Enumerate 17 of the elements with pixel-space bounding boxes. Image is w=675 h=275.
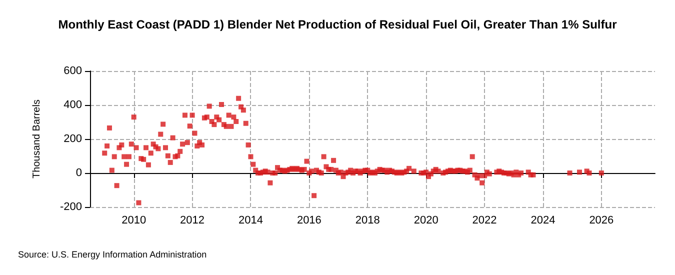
y-axis-title: Thousand Barrels [32, 100, 42, 178]
y-tick-label: -200 [60, 201, 82, 213]
x-tick-label: 2010 [122, 214, 146, 226]
x-tick-label: 2020 [414, 214, 438, 226]
x-tick-label: 2024 [530, 214, 556, 226]
x-tick-label: 2016 [296, 214, 322, 226]
y-tick-label: 200 [64, 133, 82, 145]
chart-title: Monthly East Coast (PADD 1) Blender Net Production of Residual Fuel Oil, Greater Than 1% Sulfur [58, 18, 618, 32]
y-tick-label: 0 [76, 167, 82, 179]
y-tick-label: 600 [64, 65, 82, 77]
x-tick-label: 2012 [180, 214, 205, 226]
x-tick-label: 2022 [472, 214, 497, 226]
x-tick-label: 2018 [355, 214, 380, 226]
source-note: Source: U.S. Energy Information Administration [18, 250, 207, 260]
y-tick-label: 400 [64, 99, 82, 111]
x-tick-label: 2026 [589, 214, 614, 226]
x-tick-label: 2014 [238, 214, 263, 226]
